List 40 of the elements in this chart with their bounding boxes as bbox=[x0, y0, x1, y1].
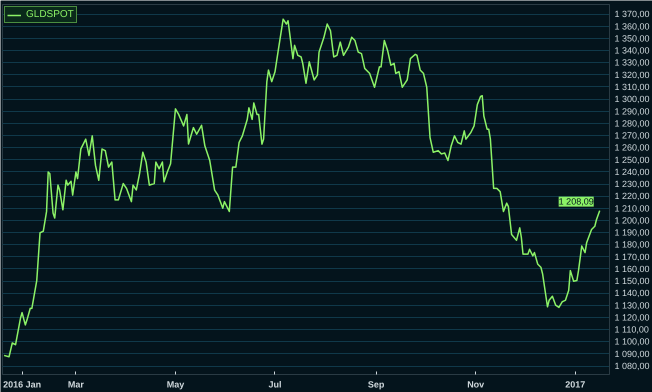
y-tick-label: 1 330,00 bbox=[614, 58, 650, 68]
y-tick-label: 1 080,00 bbox=[614, 361, 650, 372]
annotation: 1 208,09 bbox=[558, 196, 594, 207]
y-tick-label: 1 220,00 bbox=[614, 191, 650, 202]
y-tick-label: 1 310,00 bbox=[614, 82, 650, 92]
y-tick-label: 1 240,00 bbox=[614, 166, 650, 177]
y-tick-label: 1 340,00 bbox=[614, 46, 650, 56]
x-tick-label: May bbox=[166, 380, 184, 390]
x-tick-label: 2017 bbox=[565, 380, 586, 390]
x-tick-label: 2016 Jan bbox=[3, 380, 42, 390]
y-tick-label: 1 210,00 bbox=[614, 203, 650, 214]
y-tick-label: 1 160,00 bbox=[614, 264, 650, 274]
y-tick-label: 1 290,00 bbox=[614, 106, 650, 116]
legend-label: GLDSPOT bbox=[26, 9, 74, 20]
x-tick-label: Jul bbox=[268, 380, 282, 390]
y-tick-label: 1 090,00 bbox=[614, 348, 650, 359]
y-tick-label: 1 320,00 bbox=[614, 70, 650, 80]
y-tick-label: 1 370,00 bbox=[614, 9, 650, 20]
y-tick-label: 1 200,00 bbox=[614, 215, 650, 226]
y-tick-label: 1 270,00 bbox=[614, 130, 650, 141]
y-tick-label: 1 120,00 bbox=[614, 312, 650, 322]
x-tick-label: Mar bbox=[68, 380, 84, 390]
x-tick-label: Nov bbox=[467, 380, 484, 390]
y-tick-label: 1 360,00 bbox=[614, 21, 650, 32]
y-tick-label: 1 300,00 bbox=[614, 94, 650, 104]
y-tick-label: 1 250,00 bbox=[614, 154, 650, 165]
y-tick-label: 1 100,00 bbox=[614, 336, 650, 347]
x-tick-label: Sep bbox=[368, 380, 385, 390]
y-tick-label: 1 140,00 bbox=[614, 288, 650, 298]
y-tick-label: 1 260,00 bbox=[614, 142, 650, 153]
y-tick-label: 1 230,00 bbox=[614, 179, 650, 190]
y-tick-label: 1 180,00 bbox=[614, 240, 650, 250]
line-series bbox=[3, 18, 600, 358]
y-tick-label: 1 170,00 bbox=[614, 252, 650, 262]
y-tick-label: 1 150,00 bbox=[614, 276, 650, 286]
y-tick-label: 1 190,00 bbox=[614, 228, 650, 238]
y-tick-label: 1 350,00 bbox=[614, 33, 650, 44]
y-tick-label: 1 110,00 bbox=[614, 324, 649, 335]
y-tick-label: 1 280,00 bbox=[614, 118, 650, 128]
y-tick-label: 1 130,00 bbox=[614, 300, 650, 310]
